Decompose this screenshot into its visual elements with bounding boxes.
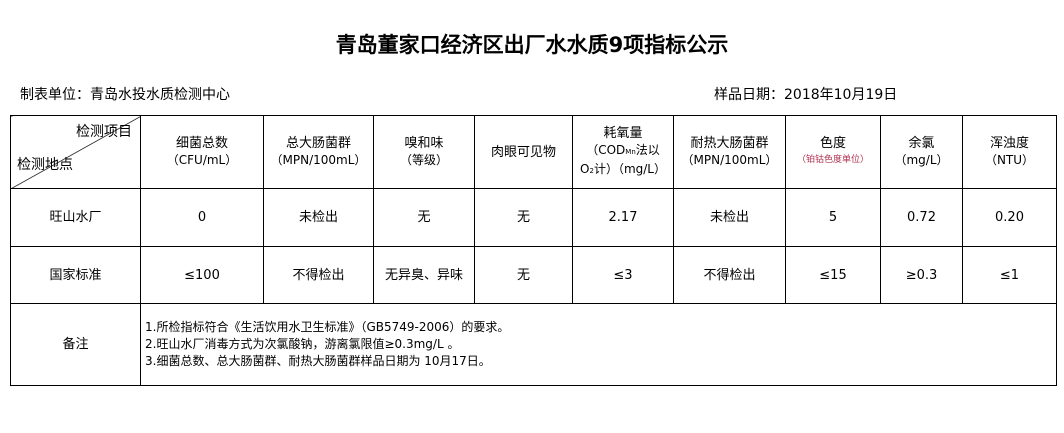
remarks-row: 备注 1.所检指标符合《生活饮用水卫生标准》（GB5749-2006）的要求。 … (10, 303, 1057, 386)
site-cell: 旺山水厂 (10, 188, 141, 247)
water-quality-table: 检测项目检测地点 细菌总数 （CFU/mL） 总大肠菌群 （MPN/100mL） 嗅… (10, 115, 1057, 386)
header-color: 色度 （铂钴色度单位） (785, 115, 881, 189)
value-cell: 0.72 (880, 188, 963, 247)
corner-item-label: 检测项目 (76, 124, 132, 140)
corner-site-label: 检测地点 (17, 157, 73, 173)
value-cell: ≤3 (572, 246, 674, 304)
remark-item: 3.细菌总数、总大肠菌群、耐热大肠菌群样品日期为 10月17日。 (145, 354, 491, 368)
sample-date: 样品日期：2018年10月19日 (714, 87, 898, 103)
remark-item: 2.旺山水厂消毒方式为次氯酸钠，游离氯限值≥0.3mg/L 。 (145, 337, 460, 351)
header-bacteria: 细菌总数 （CFU/mL） (140, 115, 264, 189)
value-cell: 不得检出 (673, 246, 786, 304)
value-cell: 不得检出 (263, 246, 374, 304)
value-cell: ≤15 (785, 246, 881, 304)
remarks-cell: 1.所检指标符合《生活饮用水卫生标准》（GB5749-2006）的要求。 2.旺… (140, 303, 1057, 386)
value-cell: 2.17 (572, 188, 674, 247)
value-cell: 0.20 (962, 188, 1057, 247)
value-cell: ≥0.3 (880, 246, 963, 304)
value-cell: 5 (785, 188, 881, 247)
remark-item: 1.所检指标符合《生活饮用水卫生标准》（GB5749-2006）的要求。 (145, 320, 510, 334)
value-cell: 未检出 (263, 188, 374, 247)
corner-cell: 检测项目检测地点 (10, 115, 141, 189)
issuing-unit: 制表单位：青岛水投水质检测中心 (20, 87, 230, 103)
value-cell: 0 (140, 188, 264, 247)
value-cell: ≤100 (140, 246, 264, 304)
header-turbidity: 浑浊度 （NTU） (962, 115, 1057, 189)
remarks-label: 备注 (10, 303, 141, 386)
header-cod: 耗氧量 （CODMn法以 O2计）（mg/L） (572, 115, 674, 189)
value-cell: 无 (474, 188, 573, 247)
value-cell: 无 (474, 246, 573, 304)
value-cell: ≤1 (962, 246, 1057, 304)
header-thermo-coliform: 耐热大肠菌群 （MPN/100mL） (673, 115, 786, 189)
value-cell: 未检出 (673, 188, 786, 247)
value-cell: 无异臭、异味 (373, 246, 475, 304)
header-row: 检测项目检测地点 细菌总数 （CFU/mL） 总大肠菌群 （MPN/100mL） 嗅… (10, 115, 1057, 189)
header-odor: 嗅和味 （等级） (373, 115, 475, 189)
header-coliform: 总大肠菌群 （MPN/100mL） (263, 115, 374, 189)
header-chlorine: 余氯 （mg/L） (880, 115, 963, 189)
header-visible: 肉眼可见物 (474, 115, 573, 189)
table-row: 旺山水厂 0 未检出 无 无 2.17 未检出 5 0.72 0.20 (10, 188, 1057, 247)
value-cell: 无 (373, 188, 475, 247)
table-row: 国家标准 ≤100 不得检出 无异臭、异味 无 ≤3 不得检出 ≤15 ≥0.3… (10, 246, 1057, 304)
site-cell: 国家标准 (10, 246, 141, 304)
page-title: 青岛董家口经济区出厂水水质9项指标公示 (335, 33, 729, 57)
